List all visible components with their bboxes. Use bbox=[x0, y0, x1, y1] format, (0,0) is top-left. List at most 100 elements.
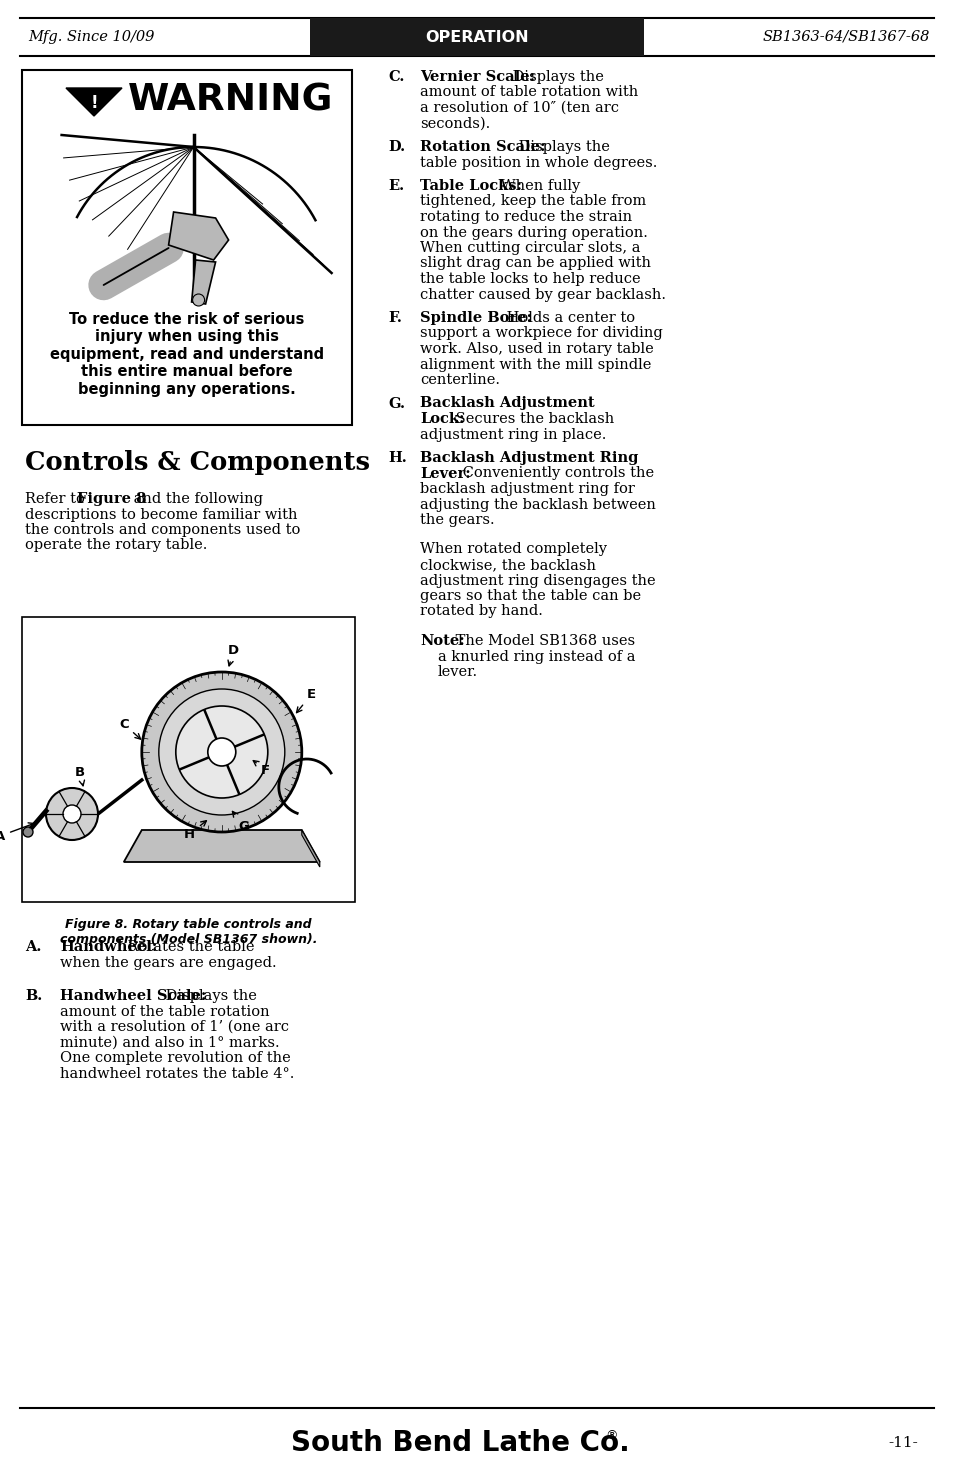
Circle shape bbox=[208, 738, 235, 766]
Text: support a workpiece for dividing: support a workpiece for dividing bbox=[419, 326, 662, 341]
Text: SB1363-64/SB1367-68: SB1363-64/SB1367-68 bbox=[761, 30, 929, 44]
Text: Vernier Scale:: Vernier Scale: bbox=[419, 69, 535, 84]
Text: OPERATION: OPERATION bbox=[425, 30, 528, 44]
Text: rotated by hand.: rotated by hand. bbox=[419, 605, 542, 618]
FancyBboxPatch shape bbox=[22, 69, 352, 425]
Text: F.: F. bbox=[388, 311, 401, 324]
Text: amount of table rotation with: amount of table rotation with bbox=[419, 86, 638, 99]
Text: E: E bbox=[296, 687, 316, 712]
Text: the gears.: the gears. bbox=[419, 513, 494, 527]
FancyBboxPatch shape bbox=[310, 18, 643, 56]
Text: clockwise, the backlash: clockwise, the backlash bbox=[419, 558, 596, 572]
Text: adjusting the backlash between: adjusting the backlash between bbox=[419, 497, 656, 512]
Text: WARNING: WARNING bbox=[128, 83, 333, 118]
Text: adjustment ring disengages the: adjustment ring disengages the bbox=[419, 574, 655, 587]
Text: When cutting circular slots, a: When cutting circular slots, a bbox=[419, 240, 639, 255]
Text: and the following: and the following bbox=[129, 493, 263, 506]
Text: A.: A. bbox=[25, 940, 41, 954]
Text: equipment, read and understand: equipment, read and understand bbox=[50, 347, 324, 361]
Text: Secures the backlash: Secures the backlash bbox=[451, 412, 614, 426]
Text: C: C bbox=[119, 717, 140, 739]
Polygon shape bbox=[66, 88, 122, 117]
Text: Backlash Adjustment: Backlash Adjustment bbox=[419, 397, 594, 410]
Text: Rotates the table: Rotates the table bbox=[123, 940, 254, 954]
Text: G: G bbox=[233, 811, 249, 832]
Text: G.: G. bbox=[388, 397, 405, 410]
Text: Lock:: Lock: bbox=[419, 412, 464, 426]
Text: Backlash Adjustment Ring: Backlash Adjustment Ring bbox=[419, 451, 638, 465]
Circle shape bbox=[158, 689, 285, 816]
Text: Lever:: Lever: bbox=[419, 466, 470, 481]
Text: slight drag can be applied with: slight drag can be applied with bbox=[419, 257, 650, 270]
Text: a resolution of 10″ (ten arc: a resolution of 10″ (ten arc bbox=[419, 100, 618, 115]
Text: with a resolution of 1’ (one arc: with a resolution of 1’ (one arc bbox=[60, 1021, 289, 1034]
Circle shape bbox=[193, 294, 204, 305]
Polygon shape bbox=[124, 830, 319, 861]
Text: Mfg. Since 10/09: Mfg. Since 10/09 bbox=[28, 30, 154, 44]
Text: seconds).: seconds). bbox=[419, 117, 490, 130]
Text: adjustment ring in place.: adjustment ring in place. bbox=[419, 428, 606, 441]
Text: Controls & Components: Controls & Components bbox=[25, 450, 370, 475]
FancyBboxPatch shape bbox=[22, 617, 355, 903]
Text: When fully: When fully bbox=[495, 178, 579, 193]
Text: The Model SB1368 uses: The Model SB1368 uses bbox=[451, 634, 635, 648]
Text: backlash adjustment ring for: backlash adjustment ring for bbox=[419, 482, 634, 496]
Text: Displays the: Displays the bbox=[514, 140, 610, 153]
Text: Displays the: Displays the bbox=[161, 990, 256, 1003]
Text: ®: ® bbox=[604, 1429, 617, 1443]
Text: Figure 8: Figure 8 bbox=[77, 493, 146, 506]
Circle shape bbox=[63, 805, 81, 823]
Text: injury when using this: injury when using this bbox=[95, 329, 278, 345]
Polygon shape bbox=[169, 212, 229, 260]
Polygon shape bbox=[192, 260, 215, 304]
Text: Table Locks:: Table Locks: bbox=[419, 178, 521, 193]
Text: amount of the table rotation: amount of the table rotation bbox=[60, 1004, 270, 1019]
Text: Displays the: Displays the bbox=[508, 69, 603, 84]
Polygon shape bbox=[301, 830, 319, 867]
Text: D.: D. bbox=[388, 140, 405, 153]
Text: when the gears are engaged.: when the gears are engaged. bbox=[60, 956, 276, 969]
Text: B: B bbox=[75, 766, 85, 786]
Text: chatter caused by gear backlash.: chatter caused by gear backlash. bbox=[419, 288, 665, 301]
Text: When rotated completely: When rotated completely bbox=[419, 543, 606, 556]
Text: F: F bbox=[253, 761, 270, 776]
Text: minute) and also in 1° marks.: minute) and also in 1° marks. bbox=[60, 1035, 279, 1050]
Text: A: A bbox=[0, 823, 34, 842]
Circle shape bbox=[142, 673, 301, 832]
Text: To reduce the risk of serious: To reduce the risk of serious bbox=[70, 313, 304, 327]
Text: centerline.: centerline. bbox=[419, 373, 499, 386]
Text: Figure 8. Rotary table controls and: Figure 8. Rotary table controls and bbox=[65, 917, 312, 931]
Text: gears so that the table can be: gears so that the table can be bbox=[419, 589, 640, 603]
Text: Handwheel:: Handwheel: bbox=[60, 940, 157, 954]
Text: handwheel rotates the table 4°.: handwheel rotates the table 4°. bbox=[60, 1066, 294, 1081]
Text: descriptions to become familiar with: descriptions to become familiar with bbox=[25, 507, 297, 522]
Text: Conveniently controls the: Conveniently controls the bbox=[457, 466, 653, 481]
Text: Refer to: Refer to bbox=[25, 493, 90, 506]
Text: -11-: -11- bbox=[887, 1437, 917, 1450]
Text: a knurled ring instead of a: a knurled ring instead of a bbox=[437, 649, 635, 664]
Text: E.: E. bbox=[388, 178, 404, 193]
Circle shape bbox=[175, 707, 268, 798]
Text: this entire manual before: this entire manual before bbox=[81, 364, 293, 379]
Text: C.: C. bbox=[388, 69, 404, 84]
Text: components (Model SB1367 shown).: components (Model SB1367 shown). bbox=[60, 934, 317, 945]
Text: alignment with the mill spindle: alignment with the mill spindle bbox=[419, 357, 651, 372]
Text: !: ! bbox=[91, 94, 98, 112]
Text: One complete revolution of the: One complete revolution of the bbox=[60, 1052, 291, 1065]
Text: Holds a center to: Holds a center to bbox=[501, 311, 635, 324]
Text: work. Also, used in rotary table: work. Also, used in rotary table bbox=[419, 342, 653, 355]
Text: D: D bbox=[228, 643, 239, 665]
Text: H.: H. bbox=[388, 451, 406, 465]
Text: B.: B. bbox=[25, 990, 42, 1003]
Text: beginning any operations.: beginning any operations. bbox=[78, 382, 295, 397]
Text: lever.: lever. bbox=[437, 665, 477, 678]
Text: Handwheel Scale:: Handwheel Scale: bbox=[60, 990, 206, 1003]
Text: Spindle Bore:: Spindle Bore: bbox=[419, 311, 532, 324]
Text: the controls and components used to: the controls and components used to bbox=[25, 524, 300, 537]
Text: rotating to reduce the strain: rotating to reduce the strain bbox=[419, 209, 632, 224]
Circle shape bbox=[46, 788, 98, 839]
Text: table position in whole degrees.: table position in whole degrees. bbox=[419, 155, 657, 170]
Text: South Bend Lathe Co.: South Bend Lathe Co. bbox=[291, 1429, 629, 1457]
Text: Note:: Note: bbox=[419, 634, 464, 648]
Text: on the gears during operation.: on the gears during operation. bbox=[419, 226, 647, 239]
